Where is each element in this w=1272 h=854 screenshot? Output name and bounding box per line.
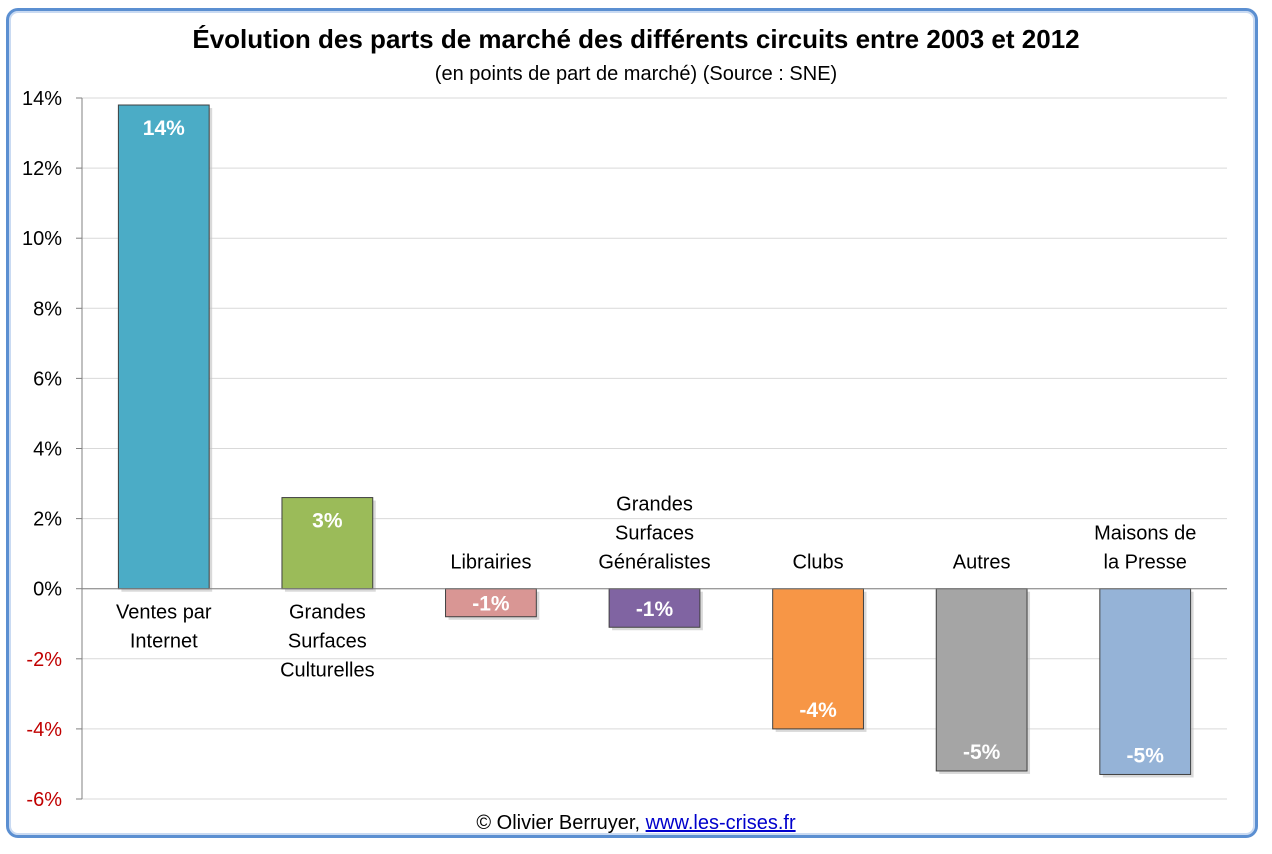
category-label: Généralistes [598,552,710,574]
y-tick-label: 2% [33,509,62,531]
data-label: 14% [143,117,185,140]
data-label: -4% [799,699,837,722]
y-tick-label: 6% [33,368,62,390]
category-label: Autres [953,552,1011,574]
bar [608,588,701,628]
data-label: -5% [1127,744,1165,767]
category-label: Grandes [616,494,693,516]
category-label: Maisons de [1094,523,1196,545]
data-labels: 14% 3% -1% -1% -4% -5% -5% [143,117,1164,767]
y-tick-label: 8% [33,298,62,320]
y-tick-label: 10% [22,228,62,250]
data-label: -1% [636,598,674,621]
bar [445,588,537,618]
bar [772,588,864,730]
bars [117,104,1194,778]
y-tick-label: 4% [33,439,62,461]
y-tick-label: 0% [33,579,62,601]
y-tick-label: 14% [22,88,62,110]
chart-frame [6,8,1258,838]
axes [81,98,1227,799]
bar [281,497,374,590]
y-tick-label: 12% [22,158,62,180]
y-tick-label: -2% [26,649,62,671]
y-tick-label: -4% [26,719,62,741]
category-label: la Presse [1104,552,1187,574]
bar [935,588,1028,772]
footer-link[interactable]: www.les-crises.fr [645,812,796,834]
bar [117,104,210,590]
footer-credit-text: © Olivier Berruyer, [476,812,645,834]
category-label: Grandes [289,602,366,624]
category-label: Internet [130,631,198,653]
gridlines [76,97,1227,800]
category-label: Culturelles [280,660,374,682]
data-label: 3% [312,510,343,533]
category-label: Ventes par [116,602,212,624]
category-label: Clubs [793,552,844,574]
category-label: Surfaces [615,523,694,545]
y-axis-ticks: 14% 12% 10% 8% 6% 4% 2% 0% -2% -4% -6% [22,88,62,811]
category-label: Surfaces [288,631,367,653]
bar [1099,588,1192,775]
category-labels: Ventes par Internet Grandes Surfaces Culture… [116,494,1196,682]
footer-credit: © Olivier Berruyer, www.les-crises.fr [476,812,796,834]
category-label: Librairies [450,552,531,574]
chart-subtitle: (en points de part de marché) (Source : … [435,63,837,85]
data-label: -5% [963,741,1001,764]
chart-title: Évolution des parts de marché des différ… [192,24,1079,54]
data-label: -1% [472,593,510,616]
y-tick-label: -6% [26,789,62,811]
